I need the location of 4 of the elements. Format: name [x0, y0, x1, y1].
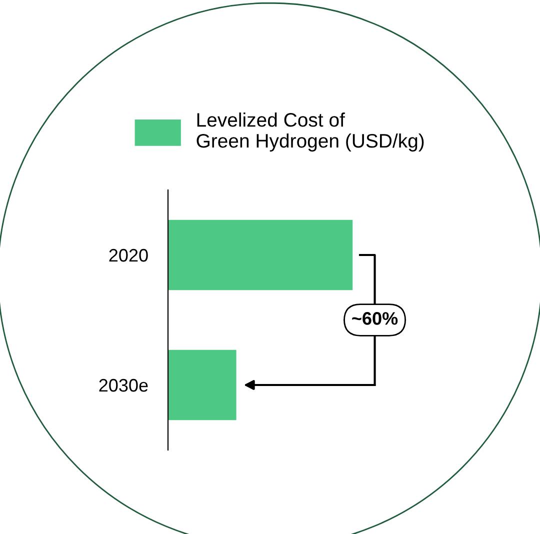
legend-label: Levelized Cost of Green Hydrogen (USD/kg): [196, 112, 424, 152]
y-tick-label: 2030e: [99, 378, 148, 392]
y-tick-label: 2020: [109, 248, 148, 262]
annotation: ~60%: [352, 312, 398, 325]
